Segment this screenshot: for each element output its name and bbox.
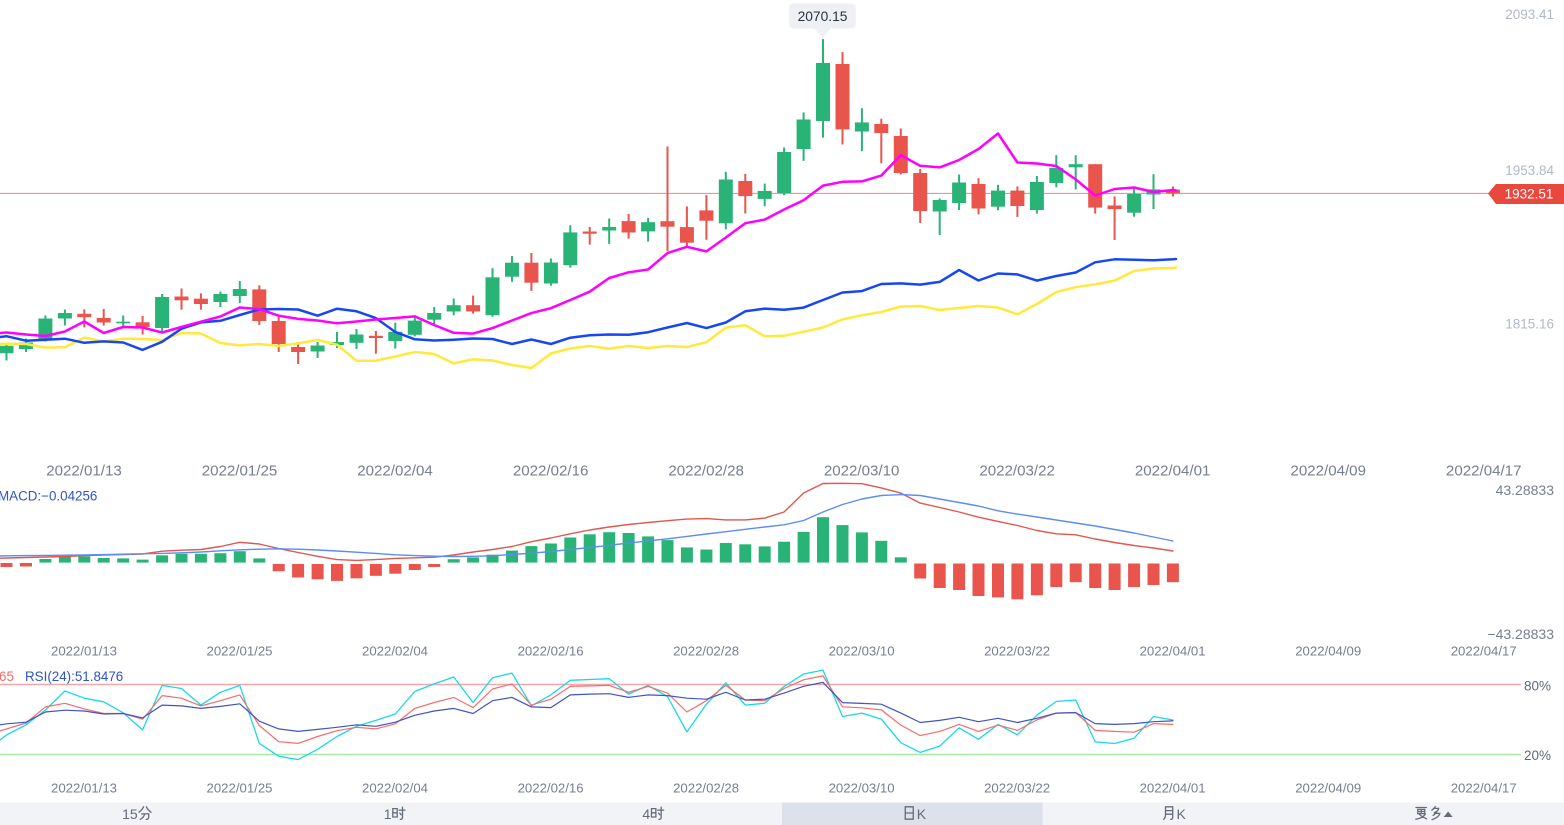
svg-text:2022/04/17: 2022/04/17 (1451, 781, 1517, 796)
svg-text:2022/02/28: 2022/02/28 (673, 644, 739, 659)
svg-text:1953.84: 1953.84 (1505, 163, 1554, 178)
svg-text:2022/01/25: 2022/01/25 (206, 644, 272, 659)
svg-text:4: 4 (642, 806, 650, 822)
svg-text:1: 1 (384, 806, 392, 822)
svg-text:1815.16: 1815.16 (1505, 317, 1554, 332)
svg-text:2022/02/16: 2022/02/16 (518, 781, 584, 796)
svg-text:2022/02/28: 2022/02/28 (673, 781, 739, 796)
svg-text:K: K (917, 806, 927, 822)
svg-text:2022/03/10: 2022/03/10 (829, 644, 895, 659)
svg-text:43.28833: 43.28833 (1496, 482, 1555, 498)
svg-text:2022/02/28: 2022/02/28 (668, 463, 744, 480)
svg-text:2022/04/09: 2022/04/09 (1295, 644, 1361, 659)
svg-text:2022/04/17: 2022/04/17 (1446, 463, 1522, 480)
svg-text:2022/02/04: 2022/02/04 (362, 781, 428, 796)
svg-text:2022/02/04: 2022/02/04 (362, 644, 428, 659)
svg-text:2022/04/09: 2022/04/09 (1295, 781, 1361, 796)
svg-text:2022/01/13: 2022/01/13 (51, 781, 117, 796)
svg-text:15: 15 (122, 806, 138, 822)
svg-text:65: 65 (0, 669, 14, 684)
svg-text:2022/04/01: 2022/04/01 (1135, 463, 1211, 480)
svg-text:2022/03/10: 2022/03/10 (829, 781, 895, 796)
svg-text:2022/03/22: 2022/03/22 (984, 644, 1050, 659)
svg-text:2022/04/01: 2022/04/01 (1140, 781, 1206, 796)
svg-text:K: K (1177, 806, 1187, 822)
svg-text:−43.28833: −43.28833 (1487, 626, 1554, 642)
svg-text:80%: 80% (1524, 679, 1551, 694)
svg-text:2022/03/22: 2022/03/22 (984, 781, 1050, 796)
svg-text:1932.51: 1932.51 (1505, 186, 1554, 201)
svg-text:2022/01/25: 2022/01/25 (206, 781, 272, 796)
svg-text:RSI(24):51.8476: RSI(24):51.8476 (25, 669, 123, 684)
svg-text:2022/01/13: 2022/01/13 (51, 644, 117, 659)
svg-text:2022/04/01: 2022/04/01 (1140, 644, 1206, 659)
svg-text:2022/04/17: 2022/04/17 (1451, 644, 1517, 659)
svg-text:2022/01/25: 2022/01/25 (202, 463, 278, 480)
svg-text:20%: 20% (1524, 748, 1551, 763)
svg-text:2022/02/16: 2022/02/16 (518, 644, 584, 659)
svg-text:2070.15: 2070.15 (798, 9, 848, 24)
svg-text:2022/02/04: 2022/02/04 (357, 463, 433, 480)
svg-text:MACD:−0.04256: MACD:−0.04256 (0, 489, 97, 504)
svg-text:2022/04/09: 2022/04/09 (1290, 463, 1366, 480)
svg-text:2022/02/16: 2022/02/16 (513, 463, 589, 480)
svg-text:2022/03/10: 2022/03/10 (824, 463, 900, 480)
svg-text:2022/03/22: 2022/03/22 (979, 463, 1055, 480)
svg-text:2093.41: 2093.41 (1505, 7, 1554, 22)
svg-text:2022/01/13: 2022/01/13 (46, 463, 122, 480)
